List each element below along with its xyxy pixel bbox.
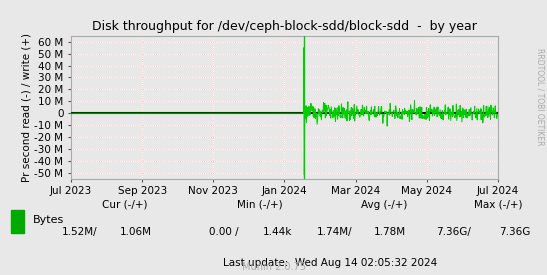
Text: 7.36G: 7.36G [499,227,531,237]
Bar [11,210,25,233]
Text: 1.44k: 1.44k [263,227,293,237]
Text: 1.74M/: 1.74M/ [316,227,352,237]
Text: Bytes: Bytes [33,214,64,225]
Text: 1.06M: 1.06M [120,227,152,237]
Text: 1.52M/: 1.52M/ [62,227,97,237]
Text: Cur (-/+): Cur (-/+) [102,200,147,210]
Text: Last update:  Wed Aug 14 02:05:32 2024: Last update: Wed Aug 14 02:05:32 2024 [223,258,438,268]
Text: RRDTOOL / TOBI OETIKER: RRDTOOL / TOBI OETIKER [536,48,544,145]
Text: 7.36G/: 7.36G/ [437,227,471,237]
Text: 0.00 /: 0.00 / [209,227,238,237]
Text: Min (-/+): Min (-/+) [237,200,283,210]
Text: Avg (-/+): Avg (-/+) [362,200,408,210]
Text: Munin 2.0.75: Munin 2.0.75 [241,262,306,272]
Title: Disk throughput for /dev/ceph-block-sdd/block-sdd  -  by year: Disk throughput for /dev/ceph-block-sdd/… [92,20,477,33]
Text: 1.78M: 1.78M [374,227,406,237]
Text: Max (-/+): Max (-/+) [474,200,522,210]
Y-axis label: Pr second read (-) / write (+): Pr second read (-) / write (+) [22,33,32,182]
